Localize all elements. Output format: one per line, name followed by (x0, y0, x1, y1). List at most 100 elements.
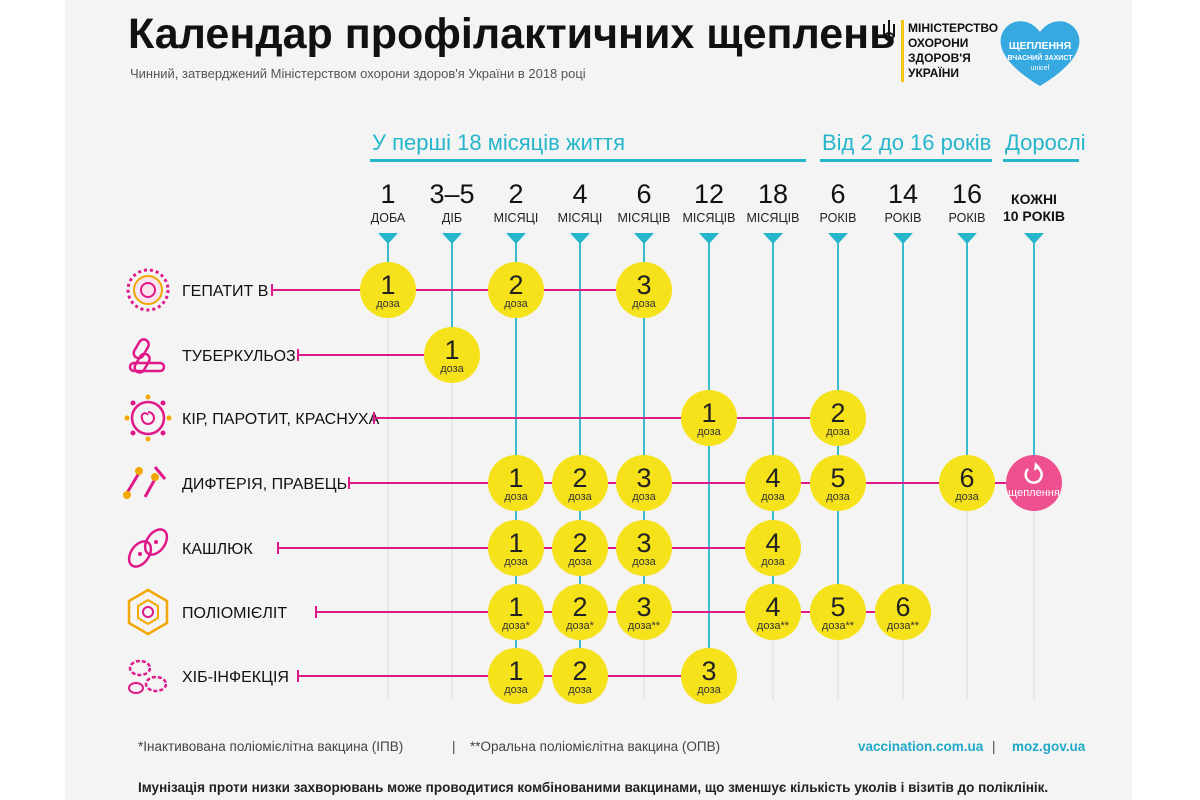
ministry-logo: МІНІСТЕРСТВО ОХОРОНИ ЗДОРОВ'Я УКРАЇНИ (883, 20, 998, 82)
dose-label: доза** (822, 620, 855, 632)
age-unit: ДІБ (442, 211, 462, 225)
age-number: 4 (572, 179, 587, 209)
link-vaccination[interactable]: vaccination.com.ua (858, 739, 984, 754)
vaccine-name: ДИФТЕРІЯ, ПРАВЕЦЬ (182, 476, 347, 493)
vaccine-row: ДИФТЕРІЯ, ПРАВЕЦЬ 1доза2доза3доза4доза5до… (182, 455, 1062, 511)
dose-circle-fill (681, 648, 737, 704)
dose-label: доза (632, 491, 656, 503)
dose-circle-fill (745, 520, 801, 576)
dose-number: 3 (636, 463, 651, 493)
dose-number: 1 (508, 528, 523, 558)
diphtheria-tetanus-bacteria-icon (123, 466, 167, 499)
heart-logo-line-1: ЩЕПЛЕННЯ (1009, 40, 1071, 52)
age-column-header: 1 ДОБА (371, 179, 406, 244)
dose-label: доза (568, 684, 592, 696)
dose-label: доза (697, 426, 721, 438)
dose-number: 3 (636, 270, 651, 300)
dose-label: доза (568, 556, 592, 568)
dose-label: доза (504, 298, 528, 310)
dose-label: доза (697, 684, 721, 696)
age-unit: МІСЯЦІВ (683, 211, 736, 225)
footnote-separator: | (452, 739, 456, 754)
dose-number: 1 (380, 270, 395, 300)
ministry-logo-line-4: УКРАЇНИ (908, 65, 959, 80)
age-marker-triangle (699, 233, 719, 244)
dose-circle-fill (488, 520, 544, 576)
ministry-logo-line-1: МІНІСТЕРСТВО (908, 21, 998, 35)
trident-emblem-icon (883, 20, 895, 44)
dose-circle-fill (616, 520, 672, 576)
dose-label: доза (826, 491, 850, 503)
page-title: Календар профілактичних щеплень (128, 10, 896, 58)
dose-number: 1 (701, 398, 716, 428)
dose-number: 3 (636, 528, 651, 558)
age-column-header: 3–5 ДІБ (429, 179, 475, 244)
link-moz[interactable]: moz.gov.ua (1012, 739, 1086, 754)
dose-circle-fill (488, 584, 544, 640)
repeat-icon (1024, 465, 1043, 484)
heart-icon (1000, 21, 1080, 86)
dose-number: 2 (572, 463, 587, 493)
age-headers: 1 ДОБА 3–5 ДІБ 2 МІСЯЦІ 4 МІСЯЦІ 6 МІСЯЦІВ 12 МІСЯЦ… (371, 179, 1065, 244)
dose-label: доза (504, 491, 528, 503)
dose-number: 2 (572, 592, 587, 622)
section-label-children: Від 2 до 16 років (822, 130, 991, 155)
age-marker-triangle (828, 233, 848, 244)
age-number: 14 (888, 179, 918, 209)
age-column-header: 6 МІСЯЦІВ (618, 179, 671, 244)
dose-circle-fill (745, 584, 801, 640)
dose-circle-fill (939, 455, 995, 511)
dose-circle-fill (552, 584, 608, 640)
booster-circle: щеплення (1006, 455, 1062, 511)
age-marker-triangle (634, 233, 654, 244)
age-unit: РОКІВ (820, 211, 857, 225)
dose-number: 3 (636, 592, 651, 622)
section-rule-adults (1003, 159, 1079, 162)
dose-number: 4 (765, 463, 780, 493)
age-unit: РОКІВ (885, 211, 922, 225)
grid-lines (387, 240, 1035, 700)
dose-label: доза** (628, 620, 661, 632)
vaccine-name: ПОЛІОМІЄЛІТ (182, 605, 287, 622)
ministry-logo-line-2: ОХОРОНИ (908, 36, 968, 50)
dose-number: 1 (508, 592, 523, 622)
link-separator: | (992, 739, 996, 754)
age-number: 3–5 (429, 179, 474, 209)
age-number: 18 (758, 179, 788, 209)
heart-logo-line-3: unicef (1031, 65, 1050, 72)
dose-label: доза (568, 491, 592, 503)
age-marker-triangle (893, 233, 913, 244)
age-unit: МІСЯЦІ (558, 211, 603, 225)
dose-label: доза (632, 298, 656, 310)
age-unit: ДОБА (371, 211, 406, 225)
age-column-header: 18 МІСЯЦІВ (747, 179, 800, 244)
dose-circle-fill (616, 584, 672, 640)
dose-circle-fill (552, 648, 608, 704)
dose-label: доза (504, 556, 528, 568)
dose-number: 4 (765, 528, 780, 558)
dose-number: 2 (508, 270, 523, 300)
age-unit: МІСЯЦІ (494, 211, 539, 225)
age-number: 12 (694, 179, 724, 209)
dose-label: доза (761, 491, 785, 503)
footnote-ipv: *Інактивована поліомієлітна вакцина (ІПВ… (138, 739, 403, 754)
dose-label: доза** (887, 620, 920, 632)
dose-circle-fill (875, 584, 931, 640)
dose-label: щеплення (1008, 487, 1060, 499)
